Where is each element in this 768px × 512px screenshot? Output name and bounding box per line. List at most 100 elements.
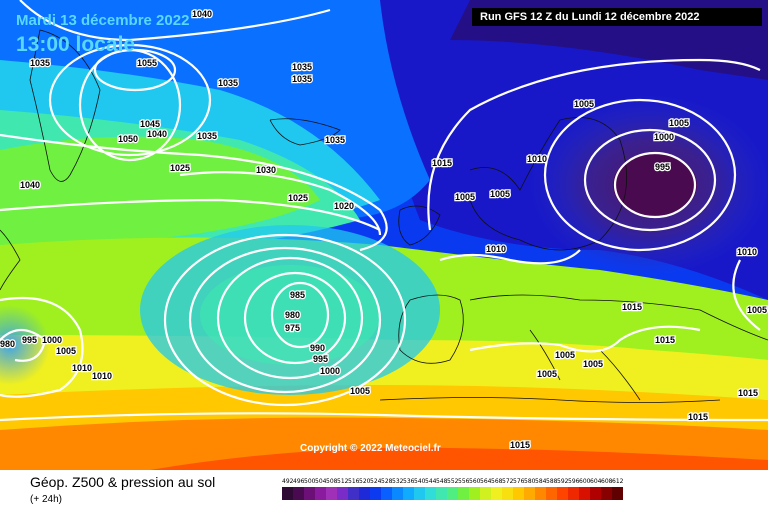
forecast-range: (+ 24h) <box>30 494 62 505</box>
scale-label: 608 <box>601 478 613 485</box>
scale-label: 592 <box>557 478 569 485</box>
scale-swatch <box>282 487 293 500</box>
isobar-label: 1035 <box>30 58 50 68</box>
scale-label: 560 <box>469 478 481 485</box>
scale-swatch <box>535 487 546 500</box>
scale-label: 500 <box>304 478 316 485</box>
scale-label: 580 <box>524 478 536 485</box>
isobar-label: 1010 <box>737 247 757 257</box>
isobar-label: 1025 <box>170 163 190 173</box>
isobar-label: 1005 <box>490 189 510 199</box>
scale-label: 512 <box>337 478 349 485</box>
scale-swatch <box>612 487 623 500</box>
isobar-label: 975 <box>285 323 300 333</box>
scale-label: 504 <box>315 478 327 485</box>
isobar-lines <box>0 0 768 422</box>
isobar-label: 1015 <box>622 302 642 312</box>
isobar-label: 1005 <box>747 305 767 315</box>
isobar-label: 995 <box>655 162 670 172</box>
isobar-label: 1025 <box>288 193 308 203</box>
scale-swatch <box>414 487 425 500</box>
scale-swatch <box>502 487 513 500</box>
scale-swatch <box>436 487 447 500</box>
isobar-label: 1040 <box>147 129 167 139</box>
isobar-label: 1050 <box>118 134 138 144</box>
scale-swatch <box>381 487 392 500</box>
scale-swatch <box>447 487 458 500</box>
isobar-label: 1005 <box>669 118 689 128</box>
copyright: Copyright © 2022 Meteociel.fr <box>300 443 441 454</box>
isobar-label: 1010 <box>72 363 92 373</box>
scale-label: 604 <box>590 478 602 485</box>
isobar-label: 1000 <box>654 132 674 142</box>
isobar-label: 1035 <box>292 74 312 84</box>
isobar-label: 1005 <box>537 369 557 379</box>
scale-label: 516 <box>348 478 360 485</box>
scale-swatch <box>513 487 524 500</box>
scale-swatch <box>425 487 436 500</box>
isobar-label: 995 <box>22 335 37 345</box>
scale-label: 568 <box>491 478 503 485</box>
scale-swatch <box>304 487 315 500</box>
isobar-label: 1040 <box>20 180 40 190</box>
isobar-label: 1030 <box>256 165 276 175</box>
isobar-label: 1015 <box>655 335 675 345</box>
band-red-orange <box>150 447 768 470</box>
scale-swatch <box>590 487 601 500</box>
isobar-label: 1015 <box>738 388 758 398</box>
isobar-label: 980 <box>285 310 300 320</box>
scale-label: 552 <box>447 478 459 485</box>
scale-label: 588 <box>546 478 558 485</box>
scale-swatch <box>579 487 590 500</box>
map-title: Géop. Z500 & pression au sol <box>30 474 216 490</box>
run-info: Run GFS 12 Z du Lundi 12 décembre 2022 <box>472 8 762 26</box>
isobar-label: 995 <box>313 354 328 364</box>
isobar-label: 1035 <box>292 62 312 72</box>
color-scale: 492 496 500 504 508 512 516 520 524 528 532 536 540 5… <box>282 478 623 500</box>
scale-labels: 492 496 500 504 508 512 516 520 524 528 532 536 540 5… <box>282 478 623 485</box>
scale-swatch <box>337 487 348 500</box>
isobar-labels: 1040 1035 1055 1035 1035 1035 1045 1050 … <box>0 8 768 452</box>
coastlines <box>0 29 768 403</box>
scale-label: 524 <box>370 478 382 485</box>
isobar-label: 1010 <box>92 371 112 381</box>
scale-label: 556 <box>458 478 470 485</box>
scale-swatch <box>348 487 359 500</box>
isobar-label: 1040 <box>192 9 212 19</box>
isobar-label: 1015 <box>432 158 452 168</box>
isobar-label: 980 <box>0 339 15 349</box>
isobar-label: 1035 <box>325 135 345 145</box>
scale-label: 540 <box>414 478 426 485</box>
scale-swatch <box>491 487 502 500</box>
low-center <box>613 153 697 217</box>
isobar-label: 1010 <box>486 244 506 254</box>
isobar-label: 1005 <box>56 346 76 356</box>
isobar-label: 1035 <box>197 131 217 141</box>
isobar-label: 1010 <box>527 154 547 164</box>
scale-swatch <box>315 487 326 500</box>
scale-label: 600 <box>579 478 591 485</box>
scale-swatch <box>458 487 469 500</box>
scale-swatch <box>469 487 480 500</box>
isobar-label: 1005 <box>555 350 575 360</box>
isobar-label: 1005 <box>574 99 594 109</box>
scale-label: 528 <box>381 478 393 485</box>
scale-label: 544 <box>425 478 437 485</box>
isobar-label: 1005 <box>455 192 475 202</box>
scale-label: 548 <box>436 478 448 485</box>
scale-swatch <box>392 487 403 500</box>
scale-label: 536 <box>403 478 415 485</box>
isobar-label: 990 <box>310 343 325 353</box>
isobar-label: 1000 <box>42 335 62 345</box>
scale-swatch <box>293 487 304 500</box>
scale-label: 576 <box>513 478 525 485</box>
scale-label: 496 <box>293 478 305 485</box>
isobar-label: 985 <box>290 290 305 300</box>
isobar-label: 1005 <box>583 359 603 369</box>
isobar-label: 1020 <box>334 201 354 211</box>
isobar-label: 1015 <box>688 412 708 422</box>
legend-footer: Géop. Z500 & pression au sol (+ 24h) 492… <box>0 470 768 512</box>
isobar-label: 1005 <box>350 386 370 396</box>
scale-label: 508 <box>326 478 338 485</box>
